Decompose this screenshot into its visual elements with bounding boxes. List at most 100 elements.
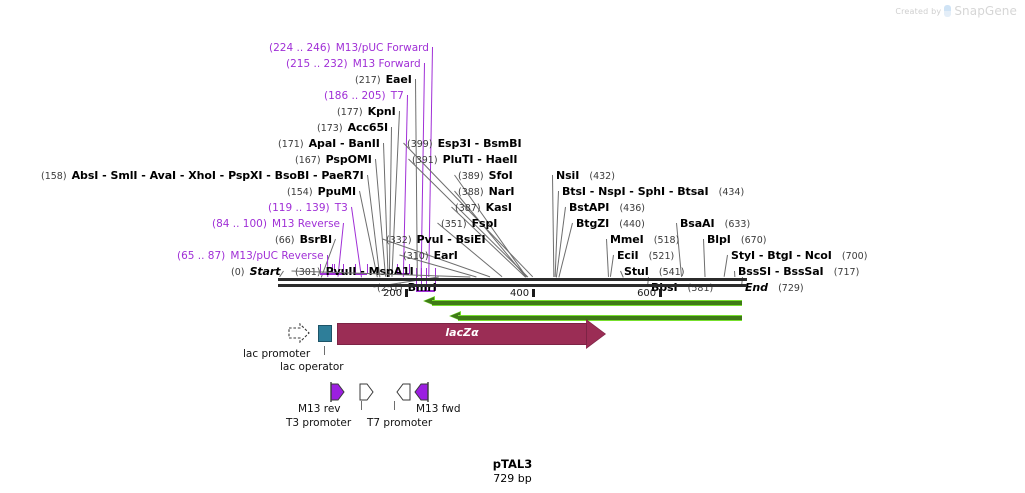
primer-stem <box>397 264 399 274</box>
m13-rev-arrow-icon[interactable] <box>329 381 345 402</box>
annotation-pluti-haeii[interactable]: (391) PluTI - HaeII <box>412 148 518 167</box>
lacz-alpha-gene-arrow[interactable]: lacZα <box>337 319 606 349</box>
annotation-m13-forward[interactable]: (215 .. 232) M13 Forward <box>286 52 421 71</box>
annotation-position: (310) <box>403 251 429 262</box>
annotation-name: BssSaI <box>783 265 824 278</box>
leader-line-btgzi <box>558 222 573 278</box>
annotation-separator: - <box>137 169 150 182</box>
annotation-name: BlpI <box>707 233 731 246</box>
annotation-pspomi[interactable]: (167) PspOMI <box>295 148 372 167</box>
annotation-name: M13/pUC Reverse <box>230 250 324 262</box>
annotation-ecii[interactable]: EciI (521) <box>617 244 674 263</box>
annotation-position: (173) <box>317 123 343 134</box>
annotation-separator: - <box>309 169 322 182</box>
annotation-name: EarI <box>433 249 458 262</box>
annotation-start[interactable]: (0) Start <box>231 260 280 279</box>
annotation-kpni[interactable]: (177) KpnI <box>337 100 396 119</box>
annotation-separator: - <box>625 185 638 198</box>
plasmid-backbone[interactable] <box>278 278 747 288</box>
annotation-esp3i-bsmbi[interactable]: (399) Esp3I - BsmBI <box>407 132 522 151</box>
primer-arrow-head <box>424 297 435 305</box>
primer-stem <box>367 264 369 274</box>
annotation-bstapi[interactable]: BstAPI (436) <box>569 196 645 215</box>
annotation-t7-primer[interactable]: (186 .. 205) T7 <box>324 84 404 103</box>
annotation-position: (171) <box>278 139 304 150</box>
t3-promoter-leader <box>361 401 362 410</box>
annotation-name: MmeI <box>610 233 644 246</box>
green-arrow-1[interactable] <box>423 296 742 306</box>
lac-promoter-label: lac promoter <box>243 348 311 360</box>
primer-stem <box>354 264 356 274</box>
annotation-name: PpuMI <box>317 185 356 198</box>
annotation-ppumi[interactable]: (154) PpuMI <box>287 180 356 199</box>
annotation-pvui-bsiei[interactable]: (332) PvuI - BsiEI <box>386 228 486 247</box>
annotation-bsaai[interactable]: BsaAI (633) <box>680 212 750 231</box>
t7-promoter-arrow-icon[interactable] <box>396 381 412 401</box>
annotation-eari[interactable]: (310) EarI <box>403 244 458 263</box>
annotation-nsii[interactable]: NsiI (432) <box>556 164 615 183</box>
annotation-acc65i[interactable]: (173) Acc65I <box>317 116 388 135</box>
annotation-styi-group[interactable]: StyI - BtgI - NcoI (700) <box>731 244 867 263</box>
annotation-bsrbi[interactable]: (66) BsrBI <box>275 228 332 247</box>
annotation-name: NcoI <box>804 249 832 262</box>
annotation-eaei[interactable]: (217) EaeI <box>355 68 412 87</box>
annotation-separator: - <box>215 169 229 182</box>
annotation-fspi[interactable]: (351) FspI <box>441 212 497 231</box>
annotation-apai-banii[interactable]: (171) ApaI - BanII <box>278 132 380 151</box>
annotation-name: BtsI <box>562 185 586 198</box>
annotation-position: (700) <box>841 251 868 262</box>
ruler-tick-label: 200 <box>383 288 403 299</box>
annotation-name: KpnI <box>367 105 396 118</box>
plasmid-length: 729 bp <box>493 472 532 485</box>
annotation-name: BsiEI <box>455 233 486 246</box>
annotation-blpi[interactable]: BlpI (670) <box>707 228 766 247</box>
annotation-position: (633) <box>724 219 751 230</box>
primer-stem <box>332 264 334 274</box>
annotation-position: (186 .. 205) <box>324 90 386 102</box>
annotation-position: (65 .. 87) <box>177 250 226 262</box>
annotation-name: SfoI <box>488 169 513 182</box>
annotation-name: PspOMI <box>325 153 372 166</box>
annotation-name: FspI <box>471 217 498 230</box>
annotation-end[interactable]: End (729) <box>745 276 804 295</box>
annotation-m13puc-forward[interactable]: (224 .. 246) M13/pUC Forward <box>269 36 429 55</box>
m13-fwd-arrow-icon[interactable] <box>414 381 430 402</box>
t7-promoter-label: T7 promoter <box>367 417 433 429</box>
annotation-name: PaeR7I <box>321 169 364 182</box>
annotation-position: (432) <box>589 171 615 182</box>
annotation-name: StyI <box>731 249 756 262</box>
annotation-t3-primer[interactable]: (119 .. 139) T3 <box>268 196 348 215</box>
annotation-position: (541) <box>658 267 685 278</box>
plasmid-title: pTAL3 729 bp <box>0 457 1025 485</box>
annotation-stui[interactable]: StuI (541) <box>624 260 684 279</box>
annotation-absi-group[interactable]: (158) AbsI - SmlI - AvaI - XhoI - PspXI … <box>41 164 364 183</box>
annotation-name: PvuI <box>416 233 444 246</box>
annotation-m13puc-reverse[interactable]: (65 .. 87) M13/pUC Reverse <box>177 244 324 263</box>
primer-stem <box>334 264 336 274</box>
lac-promoter-arrow-icon[interactable] <box>288 323 310 343</box>
m13-fwd-label: M13 fwd <box>416 403 461 415</box>
lac-operator-box-icon[interactable] <box>318 325 332 342</box>
annotation-name: M13 Reverse <box>272 218 341 230</box>
t3-promoter-arrow-icon[interactable] <box>358 381 374 401</box>
leader-line-mmei <box>606 238 609 278</box>
annotation-btgzi[interactable]: BtgZI (440) <box>576 212 645 231</box>
annotation-kasi[interactable]: (387) KasI <box>455 196 512 215</box>
annotation-name: M13 Forward <box>352 58 421 70</box>
annotation-sfoi[interactable]: (389) SfoI <box>458 164 513 183</box>
ruler-tick <box>405 289 409 297</box>
annotation-position: (387) <box>455 203 481 214</box>
annotation-name: NarI <box>488 185 515 198</box>
annotation-separator: - <box>473 153 486 166</box>
annotation-bsssi-bsssai[interactable]: BssSI - BssSaI (717) <box>738 260 859 279</box>
annotation-m13-reverse[interactable]: (84 .. 100) M13 Reverse <box>212 212 340 231</box>
annotation-name: BsrBI <box>299 233 332 246</box>
annotation-name: Start <box>249 265 281 278</box>
annotation-name: SmlI <box>110 169 138 182</box>
annotation-mmei[interactable]: MmeI (518) <box>610 228 679 247</box>
annotation-nari[interactable]: (388) NarI <box>458 180 514 199</box>
annotation-separator: - <box>771 265 784 278</box>
annotation-name: AvaI <box>149 169 177 182</box>
annotation-separator: - <box>98 169 111 182</box>
annotation-btsi-group[interactable]: BtsI - NspI - SphI - BtsaI (434) <box>562 180 744 199</box>
